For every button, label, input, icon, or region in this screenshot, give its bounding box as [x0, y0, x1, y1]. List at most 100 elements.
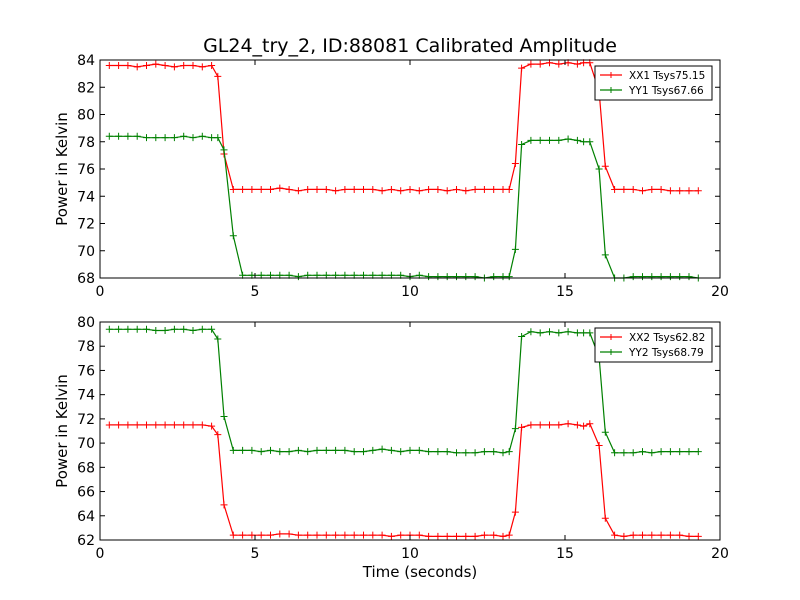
data-point [694, 187, 702, 195]
legend-entry: YY1 Tsys67.66 [628, 85, 704, 97]
data-point [564, 420, 572, 428]
data-point [341, 531, 349, 539]
data-point [105, 421, 113, 429]
data-point [115, 61, 123, 69]
data-point [518, 64, 526, 72]
data-point [322, 185, 330, 193]
data-point [434, 448, 442, 456]
data-point [639, 187, 646, 195]
data-point [214, 335, 222, 343]
data-point [189, 61, 197, 69]
data-point [294, 273, 302, 281]
data-point [229, 531, 237, 539]
data-point [555, 136, 563, 144]
y-tick-label: 62 [77, 533, 95, 549]
data-point [462, 187, 470, 195]
data-point [124, 61, 132, 69]
data-point [425, 185, 433, 193]
data-point [124, 132, 132, 140]
data-point [462, 273, 470, 281]
data-point [425, 448, 433, 456]
x-tick-label: 10 [401, 284, 419, 300]
data-point [536, 329, 544, 337]
data-point [601, 428, 609, 436]
data-point [629, 185, 637, 193]
data-point [322, 446, 330, 454]
data-point [170, 63, 178, 71]
data-point [499, 532, 507, 540]
data-point [208, 325, 216, 333]
data-point [350, 185, 358, 193]
data-point [453, 532, 460, 540]
data-point [601, 251, 609, 259]
data-point [505, 531, 513, 539]
data-point [648, 273, 656, 281]
data-point [639, 448, 646, 456]
legend-marker [608, 72, 614, 78]
data-point [341, 185, 349, 193]
data-point [406, 185, 414, 193]
data-point [124, 325, 132, 333]
data-point [601, 514, 609, 522]
legend-marker [608, 334, 614, 340]
data-point [387, 532, 395, 540]
data-point [208, 61, 216, 69]
data-point [229, 232, 237, 240]
data-point [248, 531, 256, 539]
data-point [220, 412, 228, 420]
data-point [267, 446, 274, 454]
y-tick-label: 68 [77, 271, 95, 287]
data-point [229, 185, 237, 193]
data-point [198, 421, 206, 429]
data-point [580, 329, 588, 337]
data-point [143, 134, 150, 142]
y-tick-label: 64 [77, 509, 95, 525]
data-point [657, 448, 665, 456]
data-point [350, 448, 358, 456]
y-axis-label: Power in Kelvin [53, 374, 71, 488]
data-point [480, 185, 488, 193]
x-tick-label: 10 [401, 546, 419, 562]
data-point [257, 185, 265, 193]
data-point [657, 531, 665, 539]
data-point [629, 273, 637, 281]
data-point [304, 531, 312, 539]
data-point [490, 273, 498, 281]
data-point [133, 132, 141, 140]
data-point [397, 531, 405, 539]
data-point [518, 333, 526, 341]
x-tick-label: 0 [96, 284, 105, 300]
data-point [685, 273, 693, 281]
data-point [133, 63, 141, 71]
data-point [434, 273, 442, 281]
data-point [518, 140, 526, 148]
data-point [639, 273, 646, 281]
bottom-plot: 0 5 10 15 20 62 64 66 68 70 72 74 76 78 80 Power in Kel… [53, 315, 729, 581]
data-point [152, 134, 160, 142]
data-point [360, 185, 367, 193]
series-line [109, 422, 699, 538]
data-point [294, 446, 302, 454]
data-point [161, 61, 169, 69]
data-point [170, 421, 178, 429]
data-point [471, 185, 479, 193]
data-point [425, 532, 433, 540]
data-point [267, 185, 274, 193]
data-point [443, 273, 451, 281]
data-point [611, 449, 619, 457]
data-point [198, 132, 206, 140]
data-point [611, 531, 619, 539]
data-point [369, 446, 377, 454]
legend-box [594, 65, 713, 101]
data-point [161, 134, 169, 142]
data-point [629, 531, 637, 539]
data-point [595, 165, 603, 173]
data-point [685, 532, 693, 540]
data-point [105, 132, 113, 140]
data-point [397, 448, 405, 456]
data-point [220, 501, 228, 509]
y-tick-label: 82 [77, 80, 95, 96]
data-point [453, 185, 460, 193]
data-point [527, 328, 535, 336]
data-point [425, 273, 433, 281]
